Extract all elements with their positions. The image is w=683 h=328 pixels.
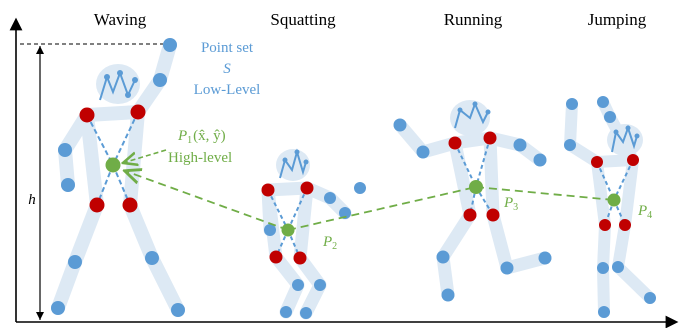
hip-keypoint [486, 208, 500, 222]
shoulder-keypoint [627, 154, 639, 166]
waving-figure [51, 38, 185, 317]
keypoint [566, 98, 578, 110]
high-level-label: High-level [168, 150, 232, 166]
hip-keypoint [599, 219, 611, 231]
center-point-p1 [105, 157, 121, 173]
keypoint [538, 251, 552, 265]
keypoint [393, 118, 407, 132]
p3-label: P3 [503, 195, 518, 213]
keypoint [163, 38, 177, 52]
hip-keypoint [463, 208, 477, 222]
keypoint [533, 153, 547, 167]
keypoint [292, 279, 304, 291]
shoulder-keypoint [130, 104, 146, 120]
point-set-symbol: S [223, 61, 231, 77]
keypoint [513, 138, 527, 152]
keypoint [51, 301, 65, 315]
squatting-figure [261, 148, 366, 320]
keypoint [597, 262, 609, 274]
hip-keypoint [619, 219, 631, 231]
shoulder-keypoint [483, 131, 497, 145]
keypoint [314, 279, 326, 291]
p4-label: P4 [637, 203, 652, 221]
axes [9, 17, 679, 328]
keypoint [598, 306, 610, 318]
high-level-arrow [126, 149, 167, 162]
keypoint [416, 145, 430, 159]
keypoint [264, 224, 276, 236]
hip-keypoint [293, 251, 307, 265]
hip-keypoint [122, 197, 138, 213]
keypoint [604, 111, 616, 123]
low-level-label: Low-Level [194, 82, 261, 98]
p1-label: P1(x̂, ŷ) [177, 128, 226, 146]
keypoint [339, 207, 351, 219]
shoulder-keypoint [591, 156, 603, 168]
running-figure [393, 100, 552, 302]
keypoint [280, 306, 292, 318]
jumping-figure [564, 96, 656, 318]
shoulder-keypoint [79, 107, 95, 123]
pose-title-running: Running [444, 10, 503, 29]
keypoint [441, 288, 455, 302]
shoulder-keypoint [261, 183, 275, 197]
p2-label: P2 [322, 234, 337, 252]
trajectory [128, 172, 615, 231]
keypoint [171, 303, 185, 317]
shoulder-keypoint [448, 136, 462, 150]
keypoint [153, 73, 167, 87]
keypoint [436, 250, 450, 264]
keypoint [324, 192, 336, 204]
keypoint [68, 255, 82, 269]
keypoint [300, 307, 312, 319]
keypoint [354, 182, 366, 194]
pose-title-squatting: Squatting [270, 10, 336, 29]
height-indicator: h [20, 43, 170, 320]
height-label: h [28, 192, 36, 208]
shoulder-keypoint [300, 181, 314, 195]
keypoint [564, 139, 576, 151]
keypoint [61, 178, 75, 192]
hip-keypoint [89, 197, 105, 213]
point-set-label: Point set [201, 40, 254, 56]
pose-title-jumping: Jumping [588, 10, 647, 29]
center-point-p4 [607, 193, 621, 207]
keypoint [612, 261, 624, 273]
keypoint [58, 143, 72, 157]
keypoint [597, 96, 609, 108]
pose-title-waving: Waving [94, 10, 147, 29]
keypoint [500, 261, 514, 275]
hip-keypoint [269, 250, 283, 264]
keypoint [644, 292, 656, 304]
svg-text:P1(x̂, ŷ): P1(x̂, ŷ) [177, 128, 226, 146]
keypoint [145, 251, 159, 265]
